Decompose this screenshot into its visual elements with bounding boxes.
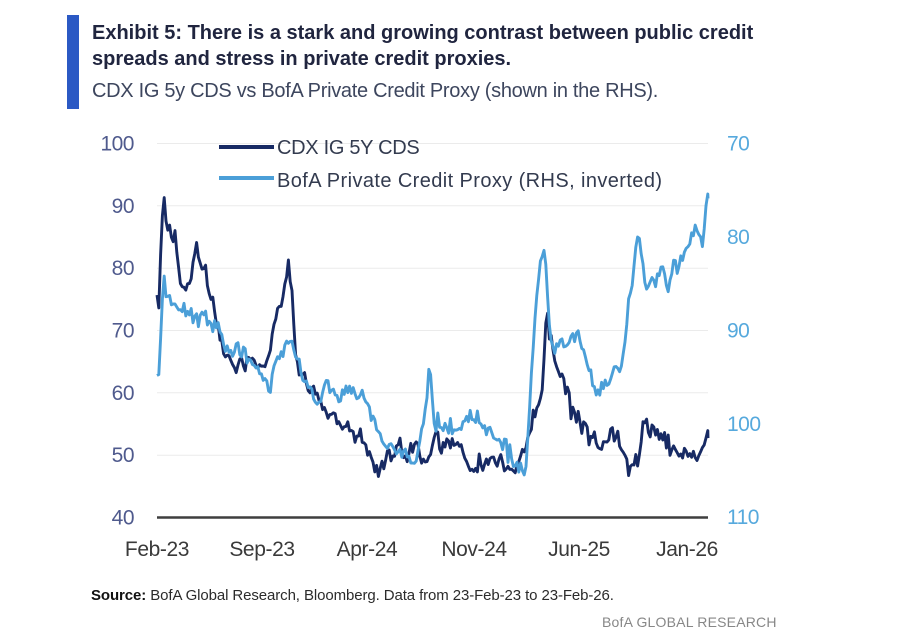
svg-text:Nov-24: Nov-24 <box>441 538 507 561</box>
svg-text:70: 70 <box>112 320 134 343</box>
svg-text:80: 80 <box>727 226 749 249</box>
svg-text:Feb-23: Feb-23 <box>125 538 189 561</box>
svg-text:100: 100 <box>100 133 134 156</box>
svg-text:Jan-26: Jan-26 <box>656 538 718 561</box>
svg-text:90: 90 <box>727 319 749 342</box>
svg-text:80: 80 <box>112 257 134 280</box>
svg-text:Apr-24: Apr-24 <box>337 538 398 561</box>
svg-text:Sep-23: Sep-23 <box>229 538 294 561</box>
svg-text:50: 50 <box>112 444 134 467</box>
svg-text:Jun-25: Jun-25 <box>548 538 610 561</box>
svg-text:110: 110 <box>727 506 759 529</box>
svg-text:40: 40 <box>112 507 134 530</box>
svg-text:100: 100 <box>727 413 761 436</box>
svg-text:90: 90 <box>112 195 134 218</box>
svg-text:CDX IG 5Y CDS: CDX IG 5Y CDS <box>277 137 419 159</box>
svg-text:60: 60 <box>112 382 134 405</box>
svg-text:70: 70 <box>727 133 749 156</box>
svg-text:BofA Private Credit Proxy (RHS: BofA Private Credit Proxy (RHS, inverted… <box>277 170 662 192</box>
